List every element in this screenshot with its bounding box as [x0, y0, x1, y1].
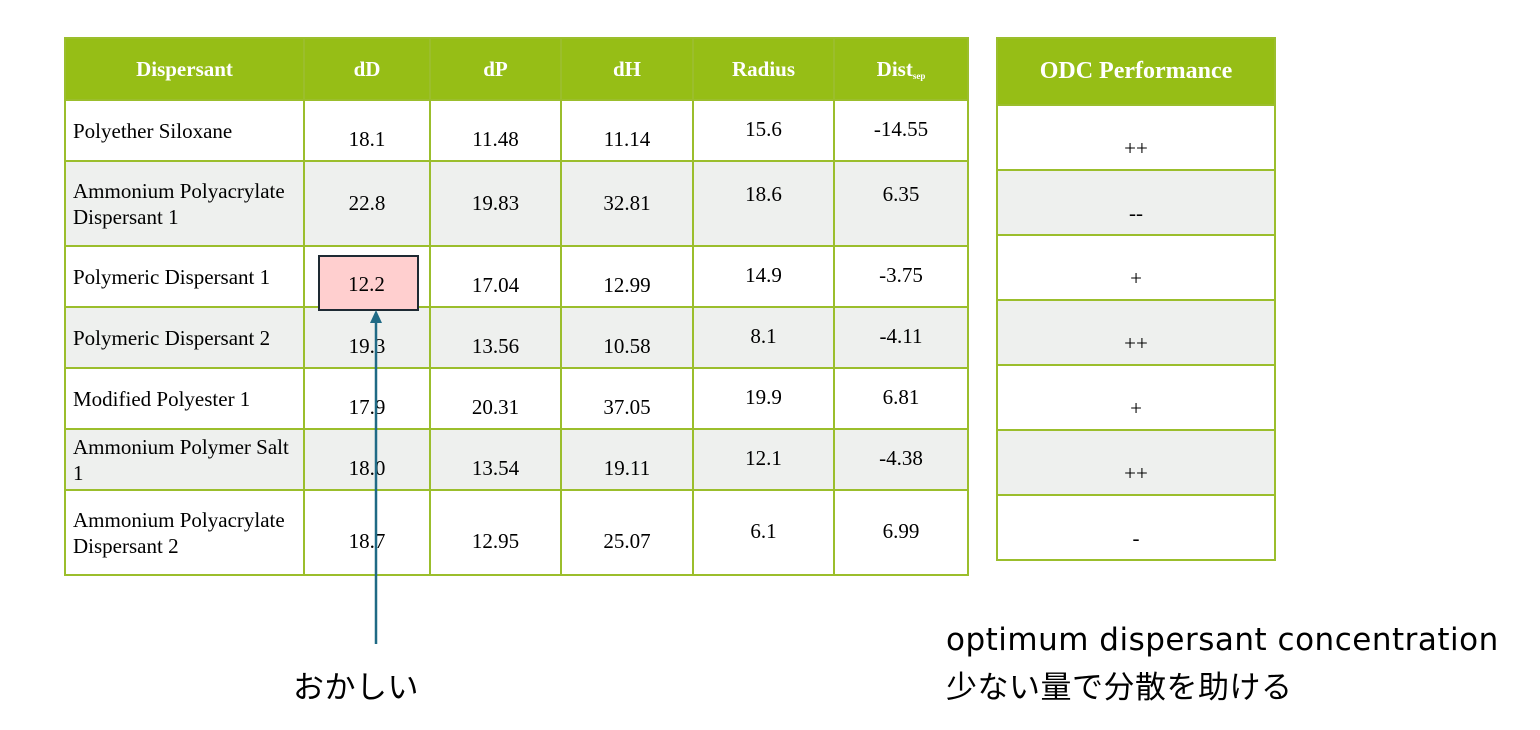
- cell-radius: 12.1: [692, 428, 835, 491]
- table-row: Ammonium Polyacrylate Dispersant 1 22.8 …: [64, 160, 969, 247]
- cell-radius: 19.9: [692, 367, 835, 430]
- cell-dispersant: Ammonium Polymer Salt 1: [64, 428, 305, 491]
- cell-dist: -3.75: [833, 245, 969, 308]
- cell-radius: 8.1: [692, 306, 835, 369]
- cell-dist: 6.35: [833, 160, 969, 247]
- cell-radius: 18.6: [692, 160, 835, 247]
- table-row: Polyether Siloxane 18.1 11.48 11.14 15.6…: [64, 99, 969, 162]
- odc-cell: ++: [996, 104, 1276, 171]
- cell-dispersant: Ammonium Polyacrylate Dispersant 2: [64, 489, 305, 576]
- header-dp: dP: [429, 37, 562, 101]
- table-row: Polymeric Dispersant 2 19.3 13.56 10.58 …: [64, 306, 969, 369]
- header-dh: dH: [560, 37, 694, 101]
- cell-dp: 13.56: [429, 306, 562, 369]
- header-dist-subscript: sep: [912, 70, 926, 81]
- cell-dd: 18.1: [303, 99, 431, 162]
- note-odc-english: optimum dispersant concentration: [946, 622, 1499, 658]
- cell-dp: 17.04: [429, 245, 562, 308]
- annotation-arrow: [370, 310, 382, 644]
- cell-dist: 6.81: [833, 367, 969, 430]
- cell-dh: 11.14: [560, 99, 694, 162]
- cell-dh: 37.05: [560, 367, 694, 430]
- cell-dh: 25.07: [560, 489, 694, 576]
- highlighted-cell-box: [318, 255, 419, 311]
- odc-cell: ++: [996, 299, 1276, 366]
- cell-dp: 20.31: [429, 367, 562, 430]
- cell-radius: 14.9: [692, 245, 835, 308]
- cell-dd: 17.9: [303, 367, 431, 430]
- note-odc-japanese: 少ない量で分散を助ける: [946, 670, 1293, 706]
- odc-performance-table: ODC Performance ++ -- + ++ + ++ -: [996, 37, 1276, 561]
- odc-cell: +: [996, 234, 1276, 301]
- cell-dist: -4.38: [833, 428, 969, 491]
- cell-dispersant: Polymeric Dispersant 2: [64, 306, 305, 369]
- cell-dd: 19.3: [303, 306, 431, 369]
- odc-cell: ++: [996, 429, 1276, 496]
- cell-dd: 18.0: [303, 428, 431, 491]
- header-dd: dD: [303, 37, 431, 101]
- cell-dh: 12.99: [560, 245, 694, 308]
- header-dist: Distsep: [833, 37, 969, 101]
- dispersant-table: Dispersant dD dP dH Radius Distsep Polye…: [64, 37, 969, 576]
- highlighted-cell-value: 12.2: [348, 272, 385, 296]
- cell-dp: 13.54: [429, 428, 562, 491]
- header-dispersant: Dispersant: [64, 37, 305, 101]
- table-row: Ammonium Polymer Salt 1 18.0 13.54 19.11…: [64, 428, 969, 491]
- cell-dp: 11.48: [429, 99, 562, 162]
- cell-dist: -14.55: [833, 99, 969, 162]
- odc-cell: --: [996, 169, 1276, 236]
- table-header-row: Dispersant dD dP dH Radius Distsep: [64, 37, 969, 101]
- table-row: Polymeric Dispersant 1 17.04 12.99 14.9 …: [64, 245, 969, 308]
- table-row: Modified Polyester 1 17.9 20.31 37.05 19…: [64, 367, 969, 430]
- cell-dp: 19.83: [429, 160, 562, 247]
- cell-dispersant: Ammonium Polyacrylate Dispersant 1: [64, 160, 305, 247]
- cell-dist: -4.11: [833, 306, 969, 369]
- cell-dh: 32.81: [560, 160, 694, 247]
- note-strange: おかしい: [293, 670, 419, 706]
- table-row: Ammonium Polyacrylate Dispersant 2 18.7 …: [64, 489, 969, 576]
- cell-dp: 12.95: [429, 489, 562, 576]
- cell-dh: 19.11: [560, 428, 694, 491]
- cell-dispersant: Modified Polyester 1: [64, 367, 305, 430]
- odc-header: ODC Performance: [996, 37, 1276, 106]
- cell-dispersant: Polymeric Dispersant 1: [64, 245, 305, 308]
- odc-cell: -: [996, 494, 1276, 561]
- cell-dd: 18.7: [303, 489, 431, 576]
- cell-dispersant: Polyether Siloxane: [64, 99, 305, 162]
- cell-dh: 10.58: [560, 306, 694, 369]
- header-radius: Radius: [692, 37, 835, 101]
- cell-dist: 6.99: [833, 489, 969, 576]
- odc-cell: +: [996, 364, 1276, 431]
- cell-radius: 6.1: [692, 489, 835, 576]
- odc-header-row: ODC Performance: [996, 37, 1276, 106]
- cell-radius: 15.6: [692, 99, 835, 162]
- cell-dd: 22.8: [303, 160, 431, 247]
